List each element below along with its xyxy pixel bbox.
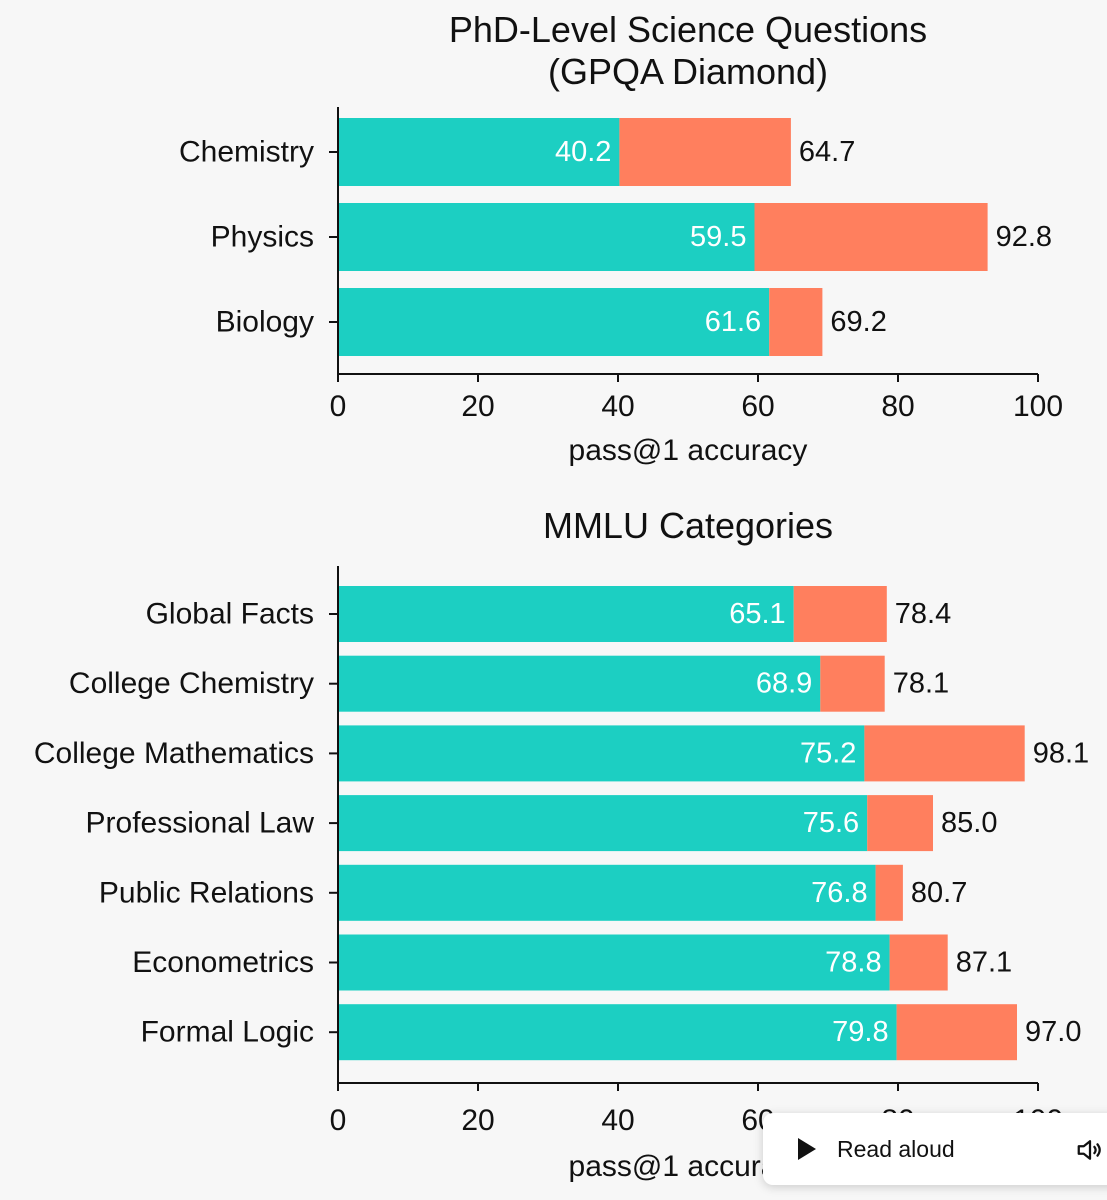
bar-base-value-label: 75.2: [800, 737, 856, 769]
bar-base-value-label: 79.8: [832, 1016, 888, 1048]
bar-total-value-label: 69.2: [830, 306, 886, 338]
bar-base-value-label: 76.8: [811, 877, 867, 909]
bar-total-value-label: 78.1: [893, 668, 949, 700]
bar-base: [339, 586, 794, 642]
bar-base-value-label: 40.2: [555, 136, 611, 168]
x-tick-label: 20: [461, 390, 494, 423]
category-label: Econometrics: [132, 946, 314, 979]
bar-gain: [867, 795, 933, 852]
bar-base-value-label: 68.9: [756, 668, 812, 700]
x-tick-label: 20: [461, 1104, 494, 1137]
bar-base-value-label: 65.1: [729, 598, 785, 630]
bar-gain: [820, 655, 885, 712]
read-aloud-label[interactable]: Read aloud: [837, 1135, 955, 1162]
bar-base-value-label: 75.6: [803, 807, 859, 839]
bar-gain: [896, 1004, 1017, 1061]
bar-gain: [754, 203, 988, 271]
bar-total-value-label: 98.1: [1033, 737, 1089, 769]
chart-title: (GPQA Diamond): [548, 51, 828, 92]
bar-gain: [864, 725, 1025, 782]
play-icon[interactable]: [783, 1125, 831, 1173]
x-tick-label: 0: [330, 1104, 347, 1137]
x-tick-label: 100: [1013, 390, 1063, 423]
bar-base-value-label: 59.5: [690, 221, 746, 253]
category-label: Formal Logic: [141, 1016, 314, 1049]
category-label: Global Facts: [146, 598, 314, 631]
bar-total-value-label: 85.0: [941, 807, 997, 839]
chart-title: PhD-Level Science Questions: [449, 9, 927, 50]
bar-base: [339, 1004, 897, 1061]
x-tick-label: 40: [601, 1104, 634, 1137]
bar-base-value-label: 61.6: [705, 306, 761, 338]
bar-gain: [619, 118, 791, 186]
bar-base: [339, 795, 868, 852]
bar-total-value-label: 92.8: [996, 221, 1052, 253]
read-aloud-bar: Read aloud: [763, 1113, 1107, 1185]
bar-base: [339, 934, 890, 991]
x-axis-label: pass@1 accuracy: [569, 434, 808, 467]
bar-total-value-label: 64.7: [799, 136, 855, 168]
bar-total-value-label: 87.1: [956, 947, 1012, 979]
speaker-icon[interactable]: [1075, 1135, 1105, 1165]
category-label: Biology: [216, 306, 314, 339]
bar-total-value-label: 78.4: [895, 598, 951, 630]
bar-base: [339, 655, 821, 712]
bar-total-value-label: 80.7: [911, 877, 967, 909]
bar-gain: [769, 288, 823, 356]
category-label: Physics: [211, 221, 314, 254]
bar-total-value-label: 97.0: [1025, 1016, 1081, 1048]
bar-base-value-label: 78.8: [825, 947, 881, 979]
bar-base: [339, 288, 770, 356]
category-label: College Chemistry: [69, 667, 314, 700]
bar-gain: [889, 934, 948, 991]
bar-base: [339, 725, 865, 782]
category-label: Public Relations: [99, 876, 314, 909]
x-tick-label: 40: [601, 390, 634, 423]
chart-title: MMLU Categories: [543, 505, 833, 546]
bar-base: [339, 118, 620, 186]
x-tick-label: 80: [881, 390, 914, 423]
category-label: College Mathematics: [34, 737, 314, 770]
bar-gain: [793, 586, 887, 642]
x-tick-label: 0: [330, 390, 347, 423]
bar-gain: [875, 864, 903, 921]
category-label: Chemistry: [179, 136, 314, 169]
category-label: Professional Law: [86, 807, 315, 840]
x-tick-label: 60: [741, 390, 774, 423]
bar-base: [339, 864, 876, 921]
bar-base: [339, 203, 755, 271]
